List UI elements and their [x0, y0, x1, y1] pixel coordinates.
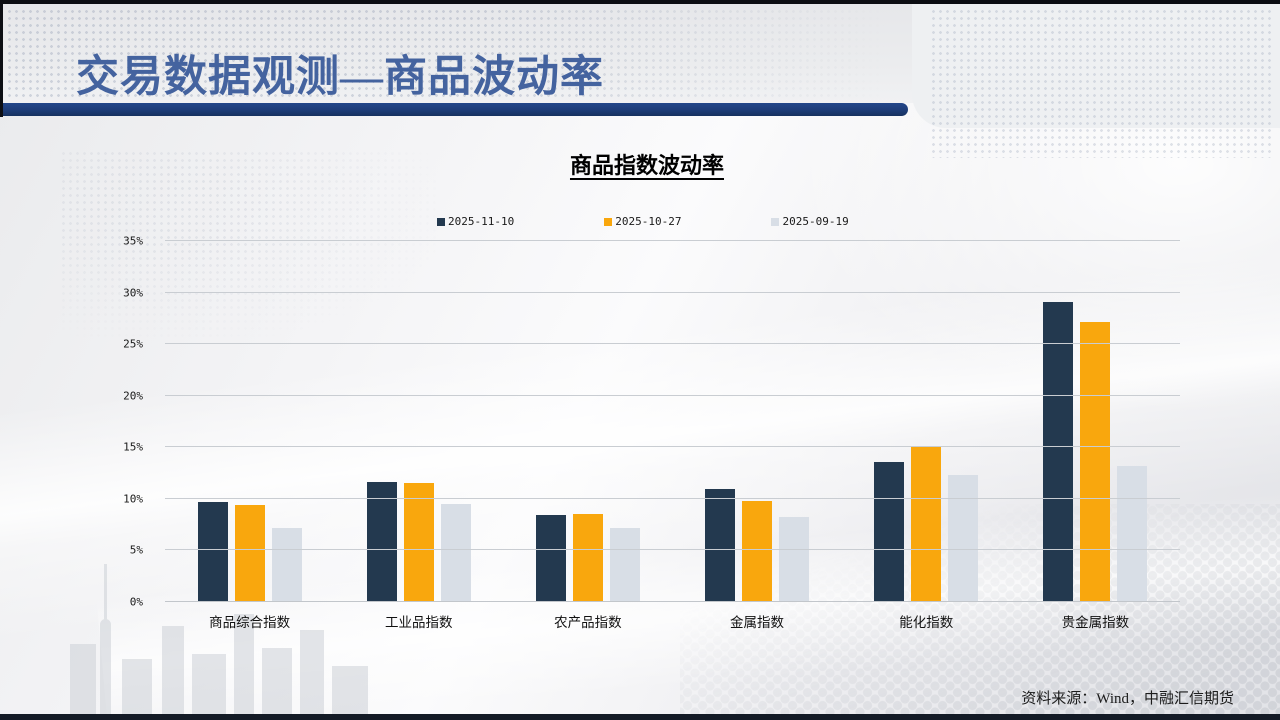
- bar: [1080, 322, 1111, 602]
- y-axis-tick-label: 10%: [123, 492, 143, 506]
- chart-legend: 2025-11-10 2025-10-27 2025-09-19: [437, 215, 849, 228]
- y-axis-tick-label: 5%: [129, 543, 143, 557]
- skyline-shape: [100, 619, 111, 714]
- dot-map-pattern-header: [6, 8, 886, 100]
- bar: [1043, 301, 1074, 602]
- city-skyline-silhouette: [70, 544, 470, 714]
- bar-groups: [165, 241, 1180, 602]
- bar: [911, 446, 942, 602]
- y-axis-tick-label: 15%: [123, 440, 143, 454]
- bar: [271, 527, 302, 602]
- bottom-border-strip: [0, 714, 1280, 720]
- legend-item: 2025-11-10: [437, 215, 514, 228]
- y-axis-tick-label: 25%: [123, 337, 143, 351]
- x-axis-category-label: 农产品指数: [554, 615, 622, 630]
- bar: [234, 505, 265, 602]
- left-border-strip: [0, 0, 3, 117]
- skyline-shape: [262, 648, 292, 714]
- background-glow: [780, 100, 1280, 420]
- y-axis-tick-label: 20%: [123, 389, 143, 403]
- bar-group: [366, 241, 471, 602]
- bar-group: [197, 241, 302, 602]
- chart-plot: 商品综合指数 工业品指数 农产品指数 金属指数 能化指数 贵金属指数 0% 5% 10% 15%…: [123, 235, 1180, 630]
- legend-label: 2025-11-10: [448, 215, 515, 228]
- bar: [1117, 465, 1148, 602]
- top-border-strip: [0, 0, 1280, 4]
- bar: [403, 483, 434, 602]
- skyline-shape: [234, 614, 254, 714]
- legend-swatch-icon: [771, 217, 780, 226]
- skyline-shape: [332, 666, 368, 714]
- legend-swatch-icon: [604, 217, 613, 226]
- title-underline-bar: [0, 103, 908, 116]
- y-axis-tick-label: 35%: [123, 234, 143, 248]
- legend-item: 2025-10-27: [604, 215, 681, 228]
- legend-item: 2025-09-19: [771, 215, 849, 228]
- gridline: [165, 343, 1180, 345]
- bar-group: [535, 241, 640, 602]
- bar: [609, 527, 640, 602]
- skyline-shape: [70, 644, 96, 714]
- skyline-shape: [122, 659, 152, 714]
- x-axis-category-label: 贵金属指数: [1061, 615, 1130, 630]
- gridline: [165, 549, 1180, 551]
- y-axis-tick-label: 30%: [123, 286, 143, 300]
- bar: [197, 501, 228, 602]
- skyline-shape: [192, 654, 226, 714]
- source-note: 资料来源：Wind，中融汇信期货: [1021, 691, 1234, 707]
- x-axis-category-label: 工业品指数: [384, 615, 453, 630]
- bar: [440, 504, 471, 602]
- y-axis-tick-label: 0%: [129, 595, 143, 609]
- x-axis-labels: 商品综合指数 工业品指数 农产品指数 金属指数 能化指数 贵金属指数: [165, 611, 1180, 631]
- bar-group: [705, 241, 810, 602]
- gridline: [165, 291, 1180, 293]
- gridline: [165, 497, 1180, 499]
- legend-swatch-icon: [437, 217, 445, 226]
- legend-label: 2025-10-27: [615, 215, 682, 228]
- bar: [874, 461, 905, 602]
- dot-map-pattern-top-right: [930, 8, 1274, 158]
- bar-group: [874, 241, 979, 602]
- bar: [705, 488, 736, 602]
- bar: [572, 514, 603, 602]
- page-title: 交易数据观测—商品波动率: [76, 54, 604, 101]
- bar: [366, 482, 397, 602]
- legend-label: 2025-09-19: [782, 215, 849, 228]
- bar: [948, 475, 979, 602]
- bar: [535, 515, 566, 602]
- x-axis-category-label: 能化指数: [899, 615, 954, 630]
- skyline-shape: [300, 630, 324, 714]
- bar-group: [1043, 241, 1148, 602]
- skyline-shape: [162, 626, 184, 714]
- gridline: [165, 601, 1180, 602]
- gridline: [165, 394, 1180, 396]
- bar: [779, 517, 810, 602]
- x-axis-category-label: 商品综合指数: [209, 615, 291, 630]
- gridline: [165, 240, 1180, 241]
- header-right-panel: [912, 4, 1280, 128]
- chart-title: 商品指数波动率: [569, 153, 724, 178]
- gridline: [165, 446, 1180, 448]
- bar: [742, 500, 773, 602]
- x-axis-category-label: 金属指数: [730, 615, 785, 630]
